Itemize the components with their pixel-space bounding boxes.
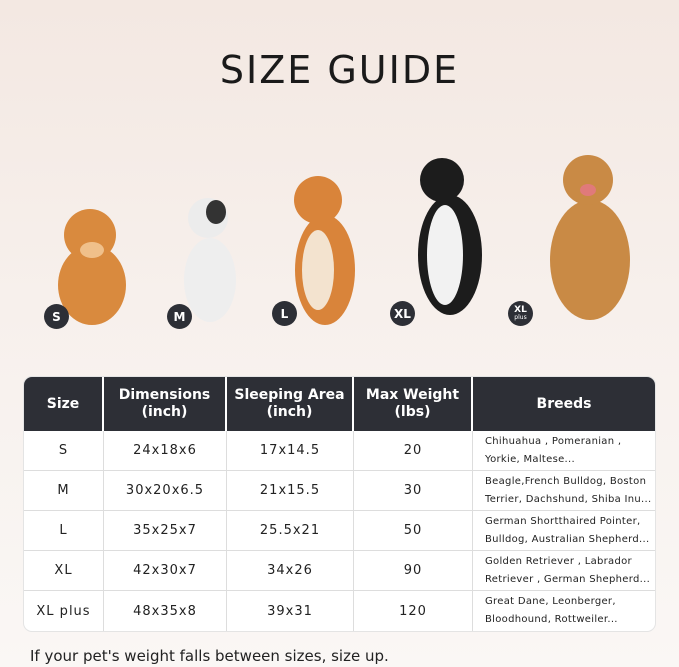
badge-label: XL bbox=[514, 305, 527, 315]
cell-dimensions: 48x35x8 bbox=[104, 591, 227, 631]
cell-breeds: Golden Retriever , Labrador Retriever , … bbox=[473, 551, 655, 591]
table-row: XL plus 48x35x8 39x31 120 Great Dane, Leonbe… bbox=[24, 591, 655, 631]
cell-dimensions: 24x18x6 bbox=[104, 431, 227, 471]
header-breeds: Breeds bbox=[473, 377, 655, 431]
cell-dimensions: 35x25x7 bbox=[104, 511, 227, 551]
size-badge-m: M bbox=[167, 304, 192, 329]
cell-max-weight: 20 bbox=[354, 431, 473, 471]
cell-breeds: Chihuahua , Pomeranian , Yorkie, Maltese… bbox=[473, 431, 655, 471]
cell-size: XL plus bbox=[24, 591, 104, 631]
cell-size: XL bbox=[24, 551, 104, 591]
cell-max-weight: 90 bbox=[354, 551, 473, 591]
page-title: SIZE GUIDE bbox=[219, 48, 460, 92]
cell-breeds: Beagle,French Bulldog, Boston Terrier, D… bbox=[473, 471, 655, 511]
header-max-weight: Max Weight (lbs) bbox=[354, 377, 473, 431]
header-dimensions: Dimensions (inch) bbox=[104, 377, 227, 431]
size-badge-xl: XL bbox=[390, 301, 415, 326]
border-collie-image bbox=[418, 158, 482, 315]
dog-illustrations bbox=[58, 155, 630, 325]
size-badge-l: L bbox=[272, 301, 297, 326]
cell-max-weight: 50 bbox=[354, 511, 473, 551]
badge-label: L bbox=[280, 306, 289, 321]
french-bulldog-image bbox=[184, 198, 236, 322]
table-header-row: Size Dimensions (inch) Sleeping Area (in… bbox=[24, 377, 655, 431]
cell-dimensions: 30x20x6.5 bbox=[104, 471, 227, 511]
cell-dimensions: 42x30x7 bbox=[104, 551, 227, 591]
golden-retriever-image bbox=[550, 155, 630, 320]
badge-label: S bbox=[52, 309, 61, 324]
cell-size: M bbox=[24, 471, 104, 511]
cell-sleeping-area: 39x31 bbox=[227, 591, 354, 631]
cell-size: S bbox=[24, 431, 104, 471]
badge-label: M bbox=[173, 309, 186, 324]
cell-breeds: German Shortthaired Pointer, Bulldog, Au… bbox=[473, 511, 655, 551]
cell-max-weight: 30 bbox=[354, 471, 473, 511]
cell-sleeping-area: 21x15.5 bbox=[227, 471, 354, 511]
badge-label: XL bbox=[394, 306, 411, 321]
cell-sleeping-area: 34x26 bbox=[227, 551, 354, 591]
table-row: M 30x20x6.5 21x15.5 30 Beagle,French Bulldog… bbox=[24, 471, 655, 511]
shiba-inu-image bbox=[294, 176, 355, 325]
cell-sleeping-area: 17x14.5 bbox=[227, 431, 354, 471]
cell-max-weight: 120 bbox=[354, 591, 473, 631]
cell-sleeping-area: 25.5x21 bbox=[227, 511, 354, 551]
cell-size: L bbox=[24, 511, 104, 551]
badge-sublabel: plus bbox=[514, 314, 527, 321]
size-badge-xl-plus: XL plus bbox=[508, 301, 533, 326]
size-advice-note: If your pet's weight falls between sizes… bbox=[30, 647, 389, 665]
header-size: Size bbox=[24, 377, 104, 431]
table-row: L 35x25x7 25.5x21 50 German Shortthaired Poi… bbox=[24, 511, 655, 551]
size-badge-s: S bbox=[44, 304, 69, 329]
pomeranian-image bbox=[58, 209, 126, 325]
table-row: XL 42x30x7 34x26 90 Golden Retriever , Labra… bbox=[24, 551, 655, 591]
cell-breeds: Great Dane, Leonberger, Bloodhound, Rott… bbox=[485, 596, 618, 625]
table-row: S 24x18x6 17x14.5 20 Chihuahua , Pomeranian … bbox=[24, 431, 655, 471]
size-table: Size Dimensions (inch) Sleeping Area (in… bbox=[24, 377, 655, 631]
header-sleeping-area: Sleeping Area (inch) bbox=[227, 377, 354, 431]
